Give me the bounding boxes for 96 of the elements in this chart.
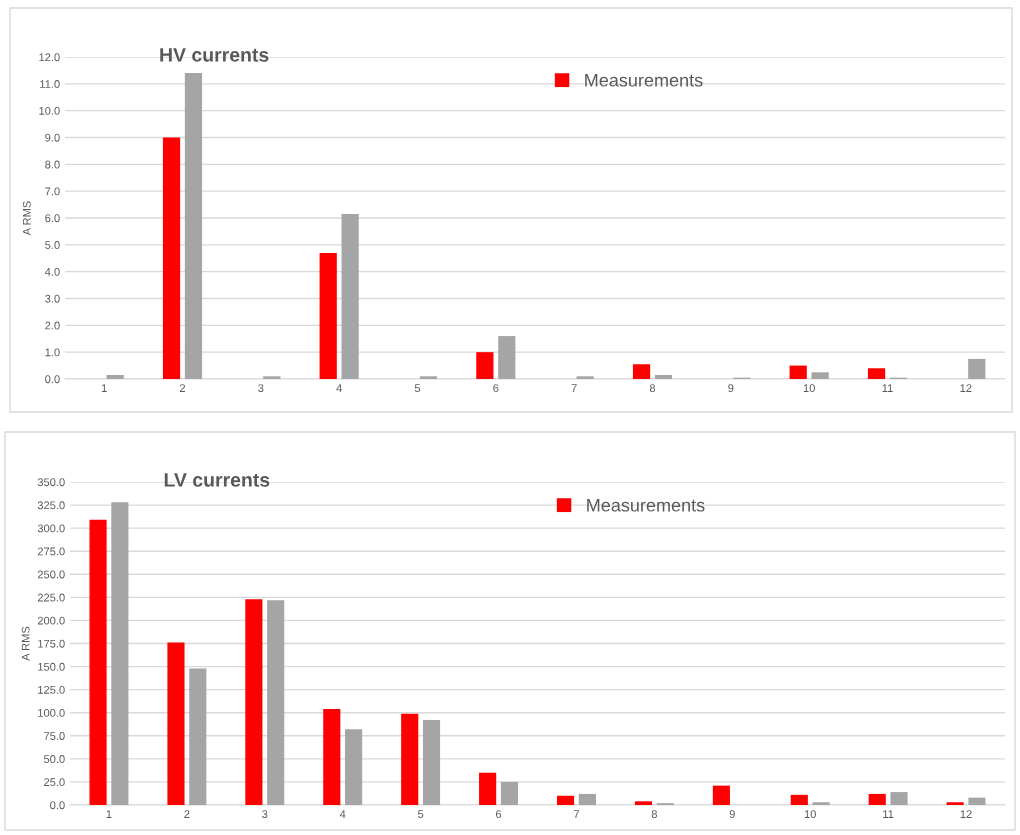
bar — [167, 642, 185, 805]
y-tick-label: 325.0 — [37, 501, 65, 510]
x-tick-label: 5 — [417, 810, 424, 819]
bar — [419, 376, 438, 379]
y-tick-label: 200.0 — [37, 616, 65, 625]
bar — [476, 352, 494, 379]
bar — [401, 713, 419, 805]
y-tick-label: 6.0 — [45, 214, 60, 223]
bar — [245, 599, 263, 805]
x-tick-label: 1 — [106, 810, 112, 818]
bar — [790, 794, 808, 805]
bar — [267, 600, 285, 805]
bar — [341, 213, 359, 379]
y-tick-label: 300.0 — [37, 524, 65, 533]
bar — [712, 785, 730, 805]
x-tick-label: 12 — [960, 810, 972, 818]
bar — [968, 797, 986, 805]
bar — [184, 73, 203, 379]
y-tick-label: 350.0 — [37, 478, 65, 487]
y-tick-label: 175.0 — [38, 639, 65, 648]
x-tick-label: 6 — [496, 810, 502, 819]
bar — [106, 374, 124, 379]
bar — [946, 802, 964, 805]
bar — [890, 792, 908, 805]
x-tick-label: 3 — [262, 810, 268, 819]
x-tick-label: 11 — [883, 810, 894, 818]
bar — [500, 781, 519, 805]
legend-label: Measurements — [585, 74, 703, 87]
bar — [789, 365, 807, 379]
x-tick-label: 6 — [493, 384, 499, 393]
y-tick-label: 5.0 — [45, 241, 60, 249]
bar — [634, 801, 653, 805]
y-tick-label: 10.0 — [39, 106, 60, 115]
x-tick-label: 12 — [960, 384, 972, 392]
y-tick-label: 250.0 — [37, 570, 65, 579]
bar — [868, 793, 886, 805]
y-tick-label: 12.0 — [39, 53, 60, 62]
bar — [576, 376, 594, 379]
x-tick-label: 7 — [571, 384, 577, 392]
y-tick-label: 4.0 — [44, 267, 60, 276]
y-tick-label: 7.0 — [45, 187, 60, 196]
x-tick-label: 4 — [339, 810, 346, 818]
x-tick-label: 2 — [184, 810, 190, 818]
x-tick-label: 10 — [804, 810, 816, 819]
y-tick-label: 150.0 — [38, 662, 65, 671]
y-tick-label: 75.0 — [44, 732, 65, 740]
bar — [578, 793, 596, 805]
y-tick-label: 100.0 — [38, 708, 65, 717]
bar — [632, 364, 651, 379]
y-tick-label: 125.0 — [38, 685, 65, 694]
bar — [111, 502, 129, 805]
x-tick-label: 9 — [728, 384, 734, 393]
chart-title: HV currents — [160, 48, 269, 62]
x-tick-label: 7 — [573, 810, 579, 818]
bar — [867, 368, 886, 379]
bar — [498, 336, 516, 379]
y-tick-label: 0.0 — [45, 375, 60, 384]
bar — [319, 252, 337, 379]
y-tick-label: 25.0 — [44, 778, 65, 787]
y-tick-label: 275.0 — [37, 547, 65, 556]
bar — [189, 668, 207, 805]
x-tick-label: 9 — [729, 810, 735, 819]
bar — [263, 376, 281, 379]
y-tick-label: 0.0 — [50, 801, 65, 810]
y-tick-label: 9.0 — [45, 133, 60, 142]
x-tick-label: 11 — [882, 384, 893, 392]
bar — [162, 137, 181, 379]
bar — [422, 720, 441, 805]
bar — [479, 772, 497, 805]
bar — [968, 358, 986, 379]
x-tick-label: 8 — [651, 810, 657, 819]
y-tick-label: 1.0 — [45, 348, 60, 357]
y-tick-label: 11.0 — [40, 80, 60, 88]
y-tick-label: 50.0 — [43, 755, 65, 763]
y-tick-label: 8.0 — [45, 160, 60, 169]
x-tick-label: 4 — [336, 384, 342, 392]
y-tick-label: 3.0 — [45, 294, 60, 303]
x-tick-label: 2 — [179, 384, 186, 392]
x-tick-label: 3 — [258, 384, 264, 393]
bar — [811, 372, 829, 379]
bar — [345, 729, 363, 805]
x-tick-label: 1 — [101, 384, 107, 392]
chart-title: LV currents — [164, 473, 270, 487]
y-tick-label: 225.0 — [37, 593, 65, 602]
bar — [654, 374, 673, 379]
bar — [323, 709, 341, 805]
x-tick-label: 5 — [414, 384, 421, 393]
y-tick-label: 2.0 — [45, 321, 60, 330]
legend-label: Measurements — [587, 499, 705, 512]
bar — [556, 795, 575, 805]
x-tick-label: 10 — [803, 384, 815, 393]
y-axis-title: A RMS — [21, 626, 30, 661]
x-tick-label: 8 — [649, 384, 656, 393]
y-axis-title: A RMS — [22, 201, 31, 236]
bar — [812, 802, 830, 805]
bar — [89, 519, 107, 805]
